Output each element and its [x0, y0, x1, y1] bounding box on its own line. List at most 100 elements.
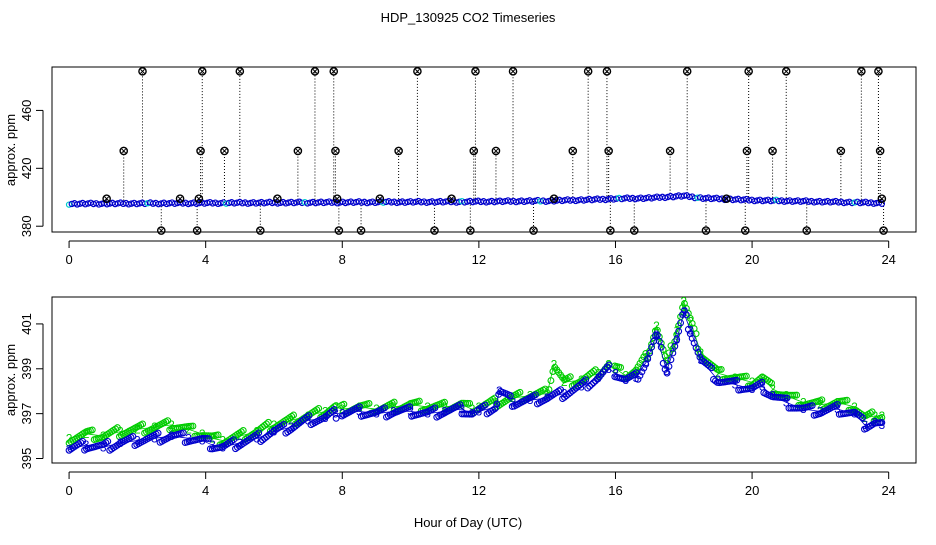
series-3-glyph: 3 [199, 434, 206, 448]
series-3-point [456, 401, 464, 409]
series-2-glyph: 2 [151, 420, 158, 434]
plot-frame-top [51, 66, 917, 233]
outlier-point [529, 226, 538, 235]
series-3-point [355, 403, 363, 411]
series-3-point [783, 394, 791, 402]
y-axis-label-bottom: approx. ppm [3, 344, 18, 416]
outlier-point [375, 194, 385, 204]
series-3-point [593, 375, 601, 383]
outlier-point [836, 146, 846, 156]
series-3-glyph: 3 [100, 440, 107, 454]
series-3-glyph: 3 [322, 411, 329, 425]
outlier-point-cross [606, 148, 612, 154]
series-3-glyph: 3 [151, 431, 158, 445]
outlier-point [192, 226, 202, 235]
series-3-point [204, 435, 212, 442]
series-3-point [859, 414, 866, 422]
plot-frame-bottom [51, 296, 917, 464]
series-3-glyph: 3 [254, 431, 261, 445]
series-2-glyph: 2 [800, 395, 807, 409]
outlier-point-cross [471, 148, 477, 154]
outlier-point-cross [467, 228, 473, 233]
outlier-point [568, 146, 578, 156]
series-3-glyph: 3 [643, 355, 650, 369]
series-3-point [636, 372, 644, 380]
x-axis-bottom: 0 4 8 12 16 20 24 [65, 471, 896, 498]
outlier-point [629, 226, 639, 235]
series-2-point [793, 391, 801, 399]
series-3-glyph: 3 [66, 443, 73, 457]
outlier-point [430, 226, 439, 235]
series-3-point [663, 369, 671, 377]
outlier-point-cross [742, 228, 748, 233]
series-3-point [808, 402, 816, 410]
outlier-point-cross [744, 148, 750, 154]
series-3-point [179, 429, 187, 437]
series-3-point [332, 414, 340, 422]
outlier-point-cross [140, 68, 145, 74]
outlier-point-cross [377, 196, 383, 202]
series-3-point [154, 429, 162, 437]
series-3-glyph: 3 [236, 436, 243, 450]
series-2-glyph: 2 [561, 375, 568, 389]
outlier-point [606, 226, 615, 235]
series-3-glyph: 3 [800, 402, 807, 416]
series-3-glyph: 3 [680, 306, 687, 320]
series-2-glyph: 2 [407, 398, 414, 412]
series-3-glyph: 3 [332, 407, 339, 421]
series-3-point [708, 364, 716, 372]
outlier-point [156, 226, 166, 235]
series-2-point [843, 396, 851, 404]
outlier-point-cross [724, 196, 729, 202]
outlier-point [196, 146, 205, 156]
series-3-point [431, 404, 439, 412]
series-3-glyph: 3 [458, 402, 465, 416]
series-3-glyph: 3 [288, 420, 295, 434]
outlier-point-cross [804, 228, 810, 233]
outlier-point [602, 67, 612, 76]
series-2-glyph: 2 [715, 366, 722, 380]
baseline-point [878, 200, 886, 207]
series-3-point [646, 349, 654, 357]
outlier-point [256, 226, 265, 235]
x-tick-label: 0 [65, 252, 72, 267]
series-3-point [591, 377, 599, 385]
series-2-point [290, 411, 298, 419]
outlier-point [781, 67, 791, 76]
series-2-point [264, 418, 272, 426]
series-2-glyph: 2 [851, 400, 858, 414]
series-2-glyph: 2 [872, 409, 879, 423]
series-2-glyph: 2 [134, 422, 141, 436]
series-2-point [541, 385, 549, 393]
series-3-glyph: 3 [527, 393, 534, 407]
series-2: 2 2 2 2 2 2 2 2 2 2 2 2 2 2 2 2 2 2 2 2 2 2 2 2 2 2 2 2 2 2 2 222 2 22 2 2 2… [65, 294, 886, 449]
outlier-point-cross [358, 228, 364, 233]
series-2-glyph: 2 [339, 402, 346, 416]
series-2-point [516, 388, 524, 396]
series-3-glyph: 3 [687, 324, 694, 338]
series-2-glyph: 2 [356, 400, 363, 414]
series-3-glyph: 3 [783, 395, 790, 409]
series-3-point [506, 392, 514, 399]
outlier-point [356, 226, 366, 235]
outlier-point-cross [510, 68, 516, 74]
series-3-point [684, 325, 692, 333]
x-tick-label: 4 [202, 252, 209, 267]
outlier-point [138, 67, 147, 76]
series-3-glyph: 3 [496, 384, 503, 398]
outlier-point-cross [684, 68, 690, 74]
outlier-point-cross [275, 196, 280, 202]
series-3-glyph: 3 [817, 404, 824, 418]
series-2-point [868, 408, 876, 416]
series-3-point [578, 379, 586, 387]
outlier-point [722, 194, 731, 204]
series-3-glyph: 3 [622, 373, 629, 387]
outlier-point [742, 146, 752, 156]
series-3-glyph: 3 [612, 366, 619, 380]
series-3-glyph: 3 [185, 431, 192, 445]
series-3-point [669, 349, 677, 357]
outlier-point-cross [570, 148, 576, 154]
baseline-point [580, 197, 588, 204]
series-3-point [733, 376, 741, 384]
x-tick-label: 4 [202, 483, 209, 498]
